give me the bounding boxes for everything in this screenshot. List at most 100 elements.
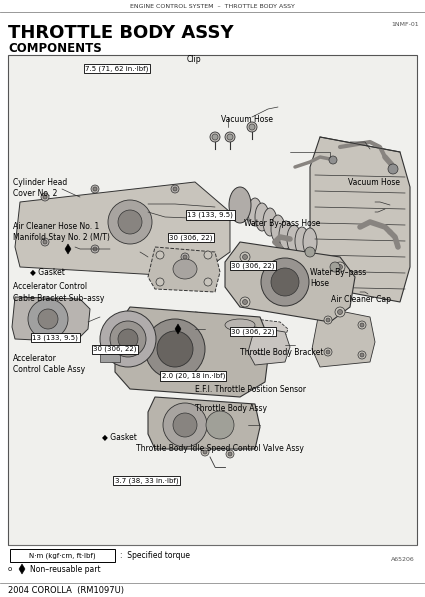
Polygon shape	[225, 242, 355, 322]
Circle shape	[326, 318, 330, 322]
Ellipse shape	[173, 259, 197, 279]
Circle shape	[173, 187, 177, 191]
Text: 13 (133, 9.5): 13 (133, 9.5)	[32, 334, 78, 340]
Circle shape	[305, 247, 315, 257]
Circle shape	[118, 329, 138, 349]
Circle shape	[110, 321, 146, 357]
Text: Vacuum Hose: Vacuum Hose	[221, 115, 273, 124]
Circle shape	[240, 252, 250, 262]
Ellipse shape	[255, 203, 269, 231]
Text: 2.0 (20, 18 in.·lbf): 2.0 (20, 18 in.·lbf)	[162, 373, 225, 379]
Text: Manifold Stay No. 2 (M/T): Manifold Stay No. 2 (M/T)	[13, 233, 110, 242]
Circle shape	[225, 132, 235, 142]
Circle shape	[337, 309, 343, 315]
Circle shape	[181, 253, 189, 261]
Text: THROTTLE BODY ASSY: THROTTLE BODY ASSY	[8, 24, 234, 42]
Circle shape	[329, 156, 337, 164]
Polygon shape	[148, 397, 260, 449]
Ellipse shape	[308, 229, 328, 261]
Circle shape	[335, 262, 345, 272]
Circle shape	[118, 210, 142, 234]
Text: ◆ Gasket: ◆ Gasket	[30, 267, 65, 276]
Circle shape	[163, 403, 207, 447]
Text: ENGINE CONTROL SYSTEM  –  THROTTLE BODY ASSY: ENGINE CONTROL SYSTEM – THROTTLE BODY AS…	[130, 4, 295, 8]
Circle shape	[93, 247, 97, 251]
Circle shape	[358, 321, 366, 329]
Polygon shape	[115, 307, 270, 397]
Circle shape	[206, 411, 234, 439]
Circle shape	[210, 132, 220, 142]
Circle shape	[226, 450, 234, 458]
Circle shape	[388, 164, 398, 174]
Circle shape	[41, 193, 49, 201]
Circle shape	[247, 122, 257, 132]
Text: 3.7 (38, 33 in.·lbf): 3.7 (38, 33 in.·lbf)	[115, 478, 178, 484]
Circle shape	[204, 251, 212, 259]
Polygon shape	[248, 327, 290, 365]
Circle shape	[326, 350, 330, 354]
Text: 30 (306, 22): 30 (306, 22)	[93, 346, 136, 352]
Circle shape	[145, 319, 205, 379]
Polygon shape	[15, 182, 230, 277]
Bar	[8, 55, 417, 545]
Text: 2004 COROLLA  (RM1097U): 2004 COROLLA (RM1097U)	[8, 586, 124, 595]
Polygon shape	[12, 297, 90, 342]
Circle shape	[100, 311, 156, 367]
Text: Throttle Body Assy: Throttle Body Assy	[196, 404, 267, 414]
Text: N·m (kgf·cm, ft·lbf): N·m (kgf·cm, ft·lbf)	[28, 552, 95, 559]
Circle shape	[227, 134, 233, 140]
Ellipse shape	[295, 227, 309, 255]
Ellipse shape	[248, 198, 262, 226]
Text: Water By-pass Hose: Water By-pass Hose	[244, 219, 321, 229]
Circle shape	[43, 240, 47, 244]
Circle shape	[249, 124, 255, 130]
Text: A65206: A65206	[391, 557, 415, 562]
Circle shape	[358, 351, 366, 359]
Text: Water By–pass
Hose: Water By–pass Hose	[310, 267, 366, 288]
Text: Vacuum Hose: Vacuum Hose	[348, 177, 400, 187]
Circle shape	[243, 300, 247, 304]
Polygon shape	[310, 137, 410, 302]
Text: Cylinder Head
Cover No. 2: Cylinder Head Cover No. 2	[13, 178, 67, 198]
Circle shape	[183, 255, 187, 259]
Text: 30 (306, 22): 30 (306, 22)	[170, 235, 213, 241]
Circle shape	[261, 258, 309, 306]
Text: 7.5 (71, 62 in.·lbf): 7.5 (71, 62 in.·lbf)	[85, 66, 149, 72]
Ellipse shape	[279, 221, 293, 249]
FancyBboxPatch shape	[10, 549, 115, 562]
Circle shape	[41, 238, 49, 246]
Text: 30 (306, 22): 30 (306, 22)	[231, 328, 275, 334]
Circle shape	[360, 353, 364, 357]
Circle shape	[324, 348, 332, 356]
Circle shape	[43, 195, 47, 199]
Text: Accelerator Control
Cable Bracket Sub–assy: Accelerator Control Cable Bracket Sub–as…	[13, 282, 104, 303]
Circle shape	[157, 331, 193, 367]
Circle shape	[330, 262, 340, 272]
Text: 1NMF-01: 1NMF-01	[391, 22, 419, 27]
Text: E.F.I. Throttle Position Sensor: E.F.I. Throttle Position Sensor	[196, 384, 306, 394]
Circle shape	[91, 185, 99, 193]
Circle shape	[228, 452, 232, 456]
Circle shape	[108, 200, 152, 244]
Circle shape	[28, 299, 68, 339]
Circle shape	[204, 278, 212, 286]
Polygon shape	[175, 324, 181, 334]
Circle shape	[171, 185, 179, 193]
Text: 13 (133, 9.5): 13 (133, 9.5)	[187, 212, 233, 218]
Circle shape	[271, 268, 299, 296]
Text: :  Specified torque: : Specified torque	[120, 551, 190, 560]
Text: Air Cleaner Cap: Air Cleaner Cap	[332, 295, 391, 304]
Ellipse shape	[263, 208, 277, 236]
Ellipse shape	[303, 228, 317, 256]
Text: Clip: Clip	[187, 55, 201, 64]
Ellipse shape	[287, 225, 301, 253]
Circle shape	[337, 264, 343, 269]
Circle shape	[240, 297, 250, 307]
Polygon shape	[148, 247, 220, 292]
Polygon shape	[19, 564, 25, 574]
Circle shape	[212, 134, 218, 140]
Text: Air Cleaner Hose No. 1: Air Cleaner Hose No. 1	[13, 222, 99, 232]
Text: Non–reusable part: Non–reusable part	[30, 565, 101, 574]
Circle shape	[201, 448, 209, 456]
Circle shape	[173, 413, 197, 437]
